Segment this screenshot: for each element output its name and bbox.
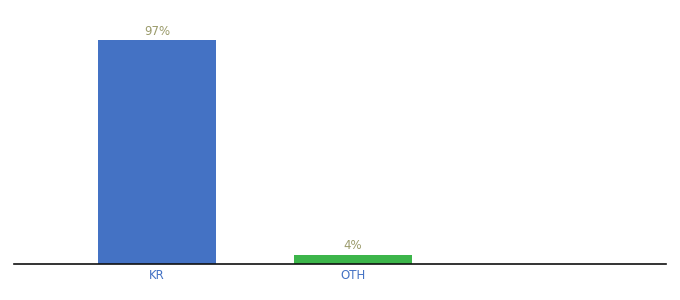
Text: 97%: 97% (144, 25, 170, 38)
Bar (99, 40, 216, 264)
Bar (294, 255, 412, 264)
Text: 4%: 4% (344, 239, 362, 253)
